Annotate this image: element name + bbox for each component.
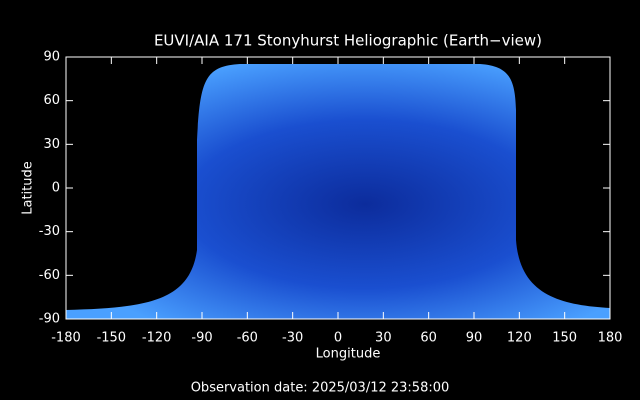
- y-tick-label: 0: [52, 181, 60, 196]
- footer: Observation date: 2025/03/12 23:58:00: [191, 381, 450, 396]
- x-tick-label: -120: [142, 331, 172, 346]
- x-tick-label: 90: [466, 331, 483, 346]
- y-axis-label: Latitude: [21, 161, 36, 215]
- x-axis-label: Longitude: [316, 347, 381, 362]
- x-tick-label: -180: [51, 331, 81, 346]
- y-tick-label: -60: [39, 268, 60, 283]
- y-tick-label: -30: [39, 224, 60, 239]
- x-tick-label: 180: [598, 331, 623, 346]
- chart-title: EUVI/AIA 171 Stonyhurst Heliographic (Ea…: [154, 32, 542, 50]
- x-tick-label: -30: [282, 331, 303, 346]
- x-tick-label: -90: [191, 331, 212, 346]
- x-tick-label: 150: [552, 331, 577, 346]
- y-tick-label: -90: [39, 312, 60, 327]
- y-tick-label: 30: [43, 137, 60, 152]
- heliographic-map: [66, 64, 610, 319]
- x-tick-label: -60: [237, 331, 258, 346]
- y-tick-label: 90: [43, 50, 60, 65]
- x-tick-label: -150: [97, 331, 127, 346]
- y-tick-label: 60: [43, 93, 60, 108]
- x-tick-label: 30: [375, 331, 392, 346]
- x-tick-label: 60: [420, 331, 437, 346]
- x-tick-label: 0: [334, 331, 342, 346]
- x-tick-label: 120: [507, 331, 532, 346]
